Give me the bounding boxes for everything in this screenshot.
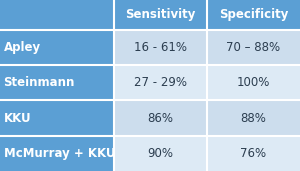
Bar: [207, 30, 300, 65]
Text: 100%: 100%: [237, 76, 270, 89]
Text: 88%: 88%: [241, 112, 266, 125]
Text: 86%: 86%: [148, 112, 173, 125]
Text: 27 - 29%: 27 - 29%: [134, 76, 187, 89]
Text: KKU: KKU: [4, 112, 31, 125]
Text: Steinmann: Steinmann: [4, 76, 75, 89]
Text: McMurray + KKU: McMurray + KKU: [4, 147, 115, 160]
Text: 16 - 61%: 16 - 61%: [134, 41, 187, 54]
Bar: [207, 0, 300, 30]
Text: Apley: Apley: [4, 41, 41, 54]
Bar: [207, 136, 300, 171]
Bar: [207, 65, 300, 101]
Bar: [0, 65, 114, 101]
Text: 90%: 90%: [148, 147, 173, 160]
Bar: [114, 0, 207, 30]
Bar: [114, 65, 207, 101]
Bar: [0, 136, 114, 171]
Bar: [0, 30, 114, 65]
Text: 76%: 76%: [240, 147, 267, 160]
Text: Sensitivity: Sensitivity: [125, 8, 196, 22]
Bar: [114, 101, 207, 136]
Bar: [207, 101, 300, 136]
Bar: [0, 101, 114, 136]
Bar: [114, 136, 207, 171]
Bar: [114, 30, 207, 65]
Bar: [0, 0, 114, 30]
Text: 70 – 88%: 70 – 88%: [226, 41, 280, 54]
Text: Specificity: Specificity: [219, 8, 288, 22]
